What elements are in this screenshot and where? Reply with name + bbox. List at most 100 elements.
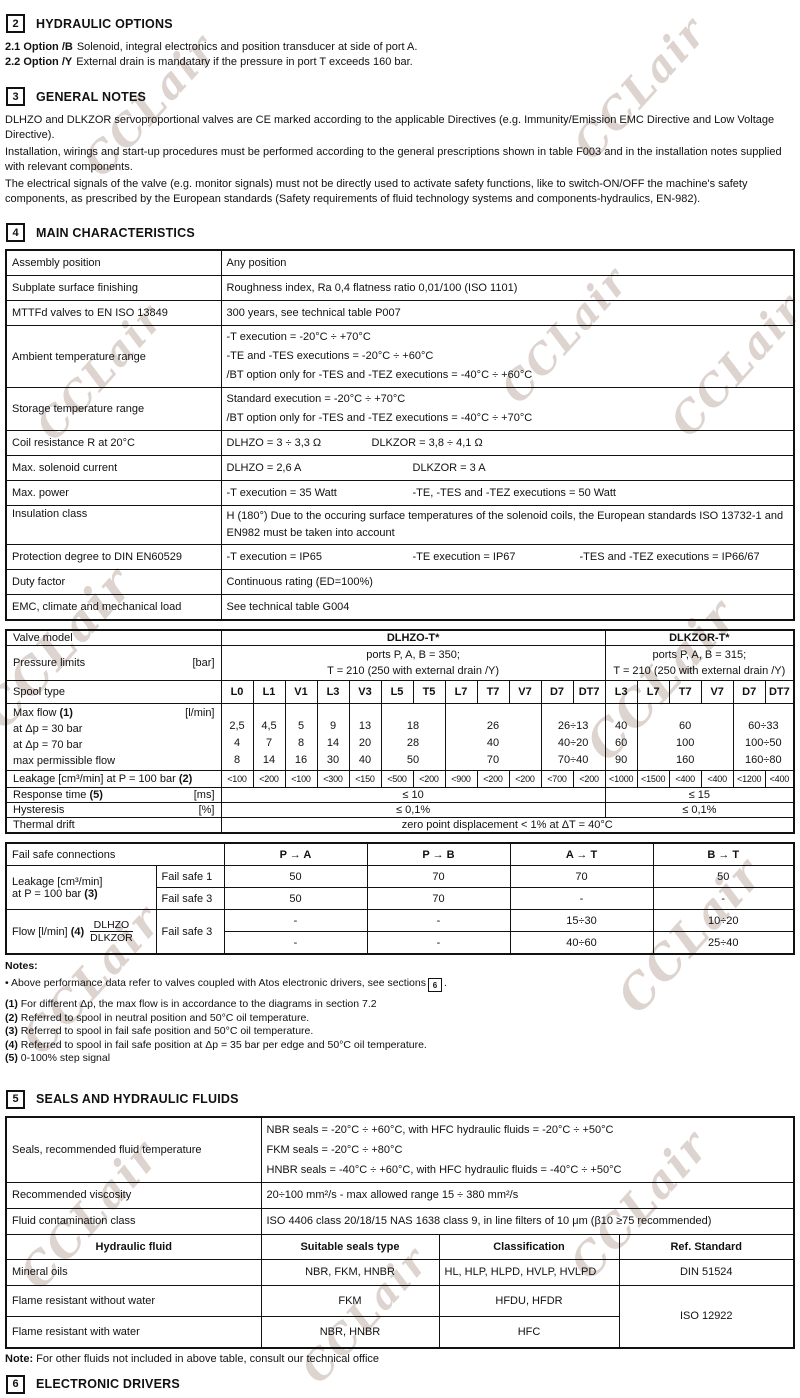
leakage-value: <700	[540, 770, 574, 788]
table-row: Coil resistance R at 20°C DLHZO = 3 ÷ 3,…	[5, 430, 795, 456]
spool-header: T7	[668, 680, 702, 704]
leakage-value: <1000	[604, 770, 638, 788]
spool-header: L7	[636, 680, 670, 704]
column-header: Hydraulic fluid	[5, 1233, 262, 1260]
thermal-drift-value: zero point displacement < 1% at ΔT = 40°…	[220, 817, 795, 834]
table-row: - - 40÷60 25÷40	[6, 931, 795, 955]
table-row: Pressure limits [bar] ports P, A, B = 350…	[5, 645, 795, 681]
pressure-limits-label: Pressure limits	[13, 657, 86, 669]
max-flow-line: at Δp = 30 bar	[13, 723, 83, 735]
note-item: (1) For different Δp, the max flow is in…	[5, 998, 377, 1011]
section-2-number: 2	[6, 14, 25, 33]
fluids-note: Note: For other fluids not included in a…	[5, 1352, 380, 1365]
row-value: Roughness index, Ra 0,4 flatness ratio 0…	[220, 275, 795, 301]
section-4-title: MAIN CHARACTERISTICS	[36, 225, 195, 240]
cell-value: -	[223, 909, 368, 932]
cell-value: HFC	[438, 1315, 620, 1349]
main-characteristics-table: Assembly position Any position Subplate …	[5, 249, 795, 621]
cell-value: 15÷30	[509, 909, 654, 932]
dlkzor-label: DLKZOR	[90, 931, 133, 944]
row-value: 20÷100 mm²/s - max allowed range 15 ÷ 38…	[260, 1181, 795, 1209]
flow-values: 5 8 16	[284, 703, 318, 771]
cell-value: -	[223, 931, 368, 955]
value-line: HNBR seals = -40°C ÷ +60°C, with HFC hyd…	[266, 1163, 622, 1176]
value-line: /BT option only for -TES and -TEZ execut…	[226, 412, 533, 424]
cell-value: 70	[366, 887, 511, 910]
table-row: Fluid contamination class ISO 4406 class…	[5, 1207, 795, 1235]
cell-value: -	[366, 909, 511, 932]
response-label: Response time (5)	[13, 789, 103, 801]
flow-values: 60÷33 100÷50 160÷80	[732, 703, 795, 771]
leakage-label: Leakage [cm³/min] at P = 100 bar (3)	[5, 865, 157, 910]
fluid-name: Flame resistant with water	[5, 1315, 262, 1349]
leakage-value: <300	[316, 770, 350, 788]
spool-header: V1	[284, 680, 318, 704]
valve-models-fraction: DLHZO DLKZOR	[90, 919, 133, 944]
column-header: Suitable seals type	[260, 1233, 440, 1260]
general-notes-paragraph: DLHZO and DLKZOR servoproportional valve…	[5, 114, 775, 141]
value-segment: -TES and -TEZ executions = IP66/67	[579, 551, 760, 563]
row-label: Ambient temperature range	[5, 325, 222, 388]
cell-value: DIN 51524	[618, 1258, 795, 1286]
table-row: Flame resistant with water NBR, HNBR HFC	[5, 1315, 794, 1349]
fail-safe-3-label: Fail safe 3	[155, 887, 225, 910]
hysteresis-row: Hysteresis [%] ≤ 0,1% ≤ 0,1%	[5, 802, 795, 818]
max-flow-row: Max flow (1) [l/min] at Δp = 30 bar at Δp…	[5, 703, 795, 771]
value-line: -T execution = -20°C ÷ +70°C	[226, 331, 371, 343]
note-item: (4) Referred to spool in fail safe posit…	[5, 1038, 427, 1051]
value-line: ports P, A, B = 350;	[366, 649, 460, 661]
option-b-text: Solenoid, integral electronics and posit…	[76, 41, 418, 53]
table-row: MTTFd valves to EN ISO 13849 300 years, …	[5, 300, 795, 326]
row-label: Thermal drift	[5, 817, 222, 834]
row-label: Coil resistance R at 20°C	[5, 430, 222, 456]
row-label: Storage temperature range	[5, 387, 222, 431]
flow-values: 26 40 70	[444, 703, 542, 771]
spool-header: D7	[732, 680, 766, 704]
spool-header: DT7	[572, 680, 606, 704]
value-line: Standard execution = -20°C ÷ +70°C	[226, 393, 406, 405]
value-segment: -TE, -TES and -TEZ executions = 50 Watt	[412, 487, 616, 499]
table-row: Leakage [cm³/min] at P = 100 bar (3) Fai…	[5, 865, 795, 910]
row-label: Seals, recommended fluid temperature	[5, 1116, 262, 1183]
leakage-value: <200	[252, 770, 286, 788]
table-row: Duty factor Continuous rating (ED=100%)	[5, 569, 795, 595]
row-value: Standard execution = -20°C ÷ +70°C /BT o…	[220, 387, 795, 431]
fluid-name: Flame resistant without water	[5, 1284, 262, 1317]
row-value: ISO 4406 class 20/18/15 NAS 1638 class 9…	[260, 1207, 795, 1235]
value-segment: DLKZOR = 3,8 ÷ 4,1 Ω	[371, 437, 483, 449]
table-row: Mineral oils NBR, FKM, HNBR HL, HLP, HLP…	[5, 1258, 795, 1286]
spool-header: T5	[412, 680, 446, 704]
leakage-value: <100	[220, 770, 254, 788]
row-value: DLHZO = 3 ÷ 3,3 Ω DLKZOR = 3,8 ÷ 4,1 Ω	[220, 430, 795, 456]
cell-value: 10÷20	[652, 909, 795, 932]
value-line: NBR seals = -20°C ÷ +60°C, with HFC hydr…	[266, 1123, 614, 1136]
cell-value: HFDU, HFDR	[438, 1284, 620, 1317]
cell-value: 40÷60	[509, 931, 654, 955]
note-item: (2) Referred to spool in neutral positio…	[5, 1011, 310, 1024]
max-flow-label: Max flow (1)	[13, 707, 73, 719]
cell-value: 50	[223, 887, 368, 910]
row-label: Max flow (1) [l/min] at Δp = 30 bar at Δp…	[5, 703, 222, 771]
row-label: Response time (5) [ms]	[5, 787, 222, 803]
general-notes-paragraph: The electrical signals of the valve (e.g…	[5, 178, 748, 205]
leakage-value: <500	[380, 770, 414, 788]
cell-value: NBR, FKM, HNBR	[260, 1258, 440, 1286]
column-header: P → A	[223, 842, 368, 866]
flow-label: Flow [l/min] (4)	[12, 925, 85, 938]
spool-header: L1	[252, 680, 286, 704]
table-row: Valve model DLHZO-T* DLKZOR-T*	[5, 629, 795, 646]
section-6-reference-box: 6	[427, 978, 442, 993]
dlhzo-pressure: ports P, A, B = 350; T = 210 (250 with e…	[220, 645, 606, 681]
notes-block: Notes: • Above performance data refer to…	[5, 960, 795, 1066]
cell-value: 50	[223, 865, 368, 888]
section-2-title: HYDRAULIC OPTIONS	[36, 16, 173, 31]
dlhzo-header: DLHZO-T*	[220, 629, 606, 646]
column-header: P → B	[366, 842, 511, 866]
dlhzo-label: DLHZO	[93, 919, 130, 931]
row-label: Recommended viscosity	[5, 1181, 262, 1209]
leakage-value: <400	[668, 770, 702, 788]
hysteresis-unit: [%]	[198, 804, 215, 816]
row-label: Subplate surface finishing	[5, 275, 222, 301]
leakage-value: <400	[700, 770, 734, 788]
